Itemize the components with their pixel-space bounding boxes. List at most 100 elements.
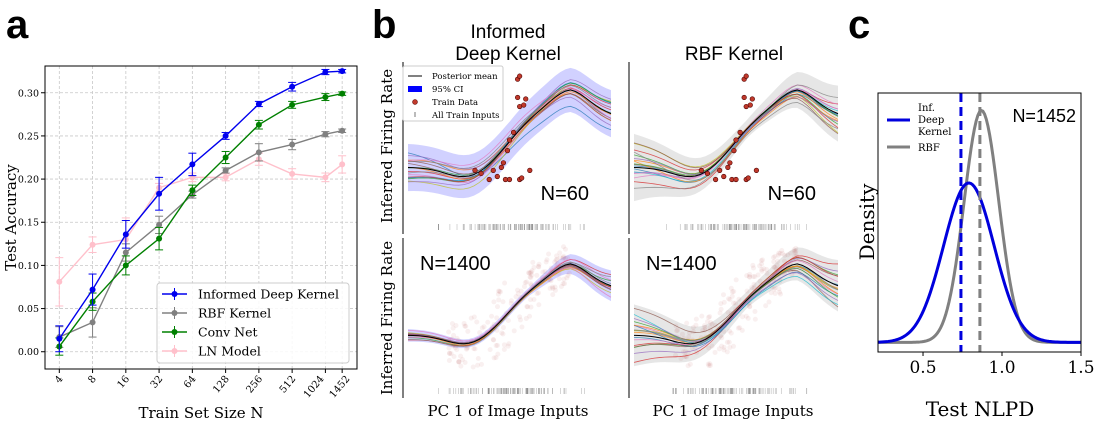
legend-marker [171,291,178,297]
train-data-point [563,256,569,262]
train-data-point [500,160,507,166]
train-data-point [712,176,719,183]
subplot-rbf-n60: N=60 [628,62,839,234]
train-data-point [706,345,712,351]
train-data-point [491,355,497,361]
train-data-point [456,359,462,365]
legend-train-swatch [412,99,418,105]
train-data-point [554,257,560,263]
train-data-point [717,333,723,339]
train-data-point [724,349,730,355]
train-inputs-rug [672,388,808,394]
train-data-point [458,353,464,359]
train-data-point [494,173,500,180]
train-data-point [712,322,718,328]
train-data-point [560,281,566,287]
axes-frame [877,92,1082,353]
train-data-point [775,258,781,264]
train-data-point [706,363,712,369]
train-data-point [485,319,491,325]
train-data-point [494,315,500,321]
n-label: N=1400 [646,253,717,275]
train-data-point [470,364,476,370]
train-data-point [731,148,737,154]
train-data-point [535,263,541,269]
train-data-point [462,360,468,366]
series-informed-deep-kernel [55,68,347,353]
train-data-point [564,275,570,281]
train-data-point [565,272,571,278]
train-data-point [745,175,751,181]
train-data-point [543,259,549,265]
train-data-point [685,349,691,355]
train-data-point [759,267,765,273]
train-data-point [757,263,763,269]
train-data-point [556,276,562,282]
train-data-point [744,273,750,279]
train-data-point [733,137,739,143]
data-point [56,335,63,342]
train-data-point [497,289,503,295]
xtick-label: 8 [86,374,99,386]
train-data-point [505,317,511,323]
train-data-point [449,321,455,327]
train-data-point [546,251,552,257]
train-data-point [560,255,566,261]
subplot-rbf-n1400: N=1400 [628,238,839,398]
train-data-point [566,270,572,276]
train-data-point [737,325,743,331]
train-data-point [486,176,492,183]
train-data-point [721,173,727,180]
subplot-idk-n1400: N=1400 [402,238,612,398]
data-point [189,187,196,194]
train-data-point [727,297,733,303]
train-data-point [550,285,556,291]
train-data-point [527,313,533,319]
train-data-point [451,353,457,359]
train-data-point [752,309,758,315]
x-axis-label: Train Set Size N [138,404,263,422]
train-data-point [693,316,699,322]
train-data-point [552,287,558,293]
train-data-point [727,160,733,166]
train-data-point [707,361,713,367]
train-data-point [761,266,767,272]
n-annotation: N=1452 [1012,106,1076,126]
train-data-point [707,327,713,333]
train-data-point [493,355,499,361]
train-data-point [747,304,753,310]
train-data-point [746,274,752,280]
train-data-point [729,293,735,299]
train-data-point [458,363,464,369]
train-data-point [763,303,769,309]
train-data-point [752,274,758,280]
train-data-point [718,301,724,307]
train-data-point [446,345,452,351]
train-data-point [489,313,495,319]
xtick-label: 1.5 [1067,358,1094,378]
data-point [156,221,163,228]
xtick-label: 0.5 [909,358,936,378]
train-data-point [553,257,559,263]
train-data-point [777,291,783,297]
train-data-point [731,288,737,294]
train-data-point [478,361,484,367]
train-data-point [517,73,523,79]
train-data-point [562,281,568,287]
y-axis-label: Test Accuracy [2,164,20,271]
train-data-point [760,257,766,263]
data-point [322,69,329,76]
posterior-sample [633,256,839,346]
train-data-point [479,325,485,331]
train-data-point [702,324,708,330]
train-data-point [502,280,508,286]
train-data-point [752,316,758,322]
train-data-point [707,362,713,368]
train-data-point [747,271,753,277]
series-line [58,70,343,340]
data-point [89,319,96,326]
train-data-point [793,245,799,251]
data-point [289,170,296,177]
train-data-point [487,347,493,353]
train-data-point [771,259,777,265]
